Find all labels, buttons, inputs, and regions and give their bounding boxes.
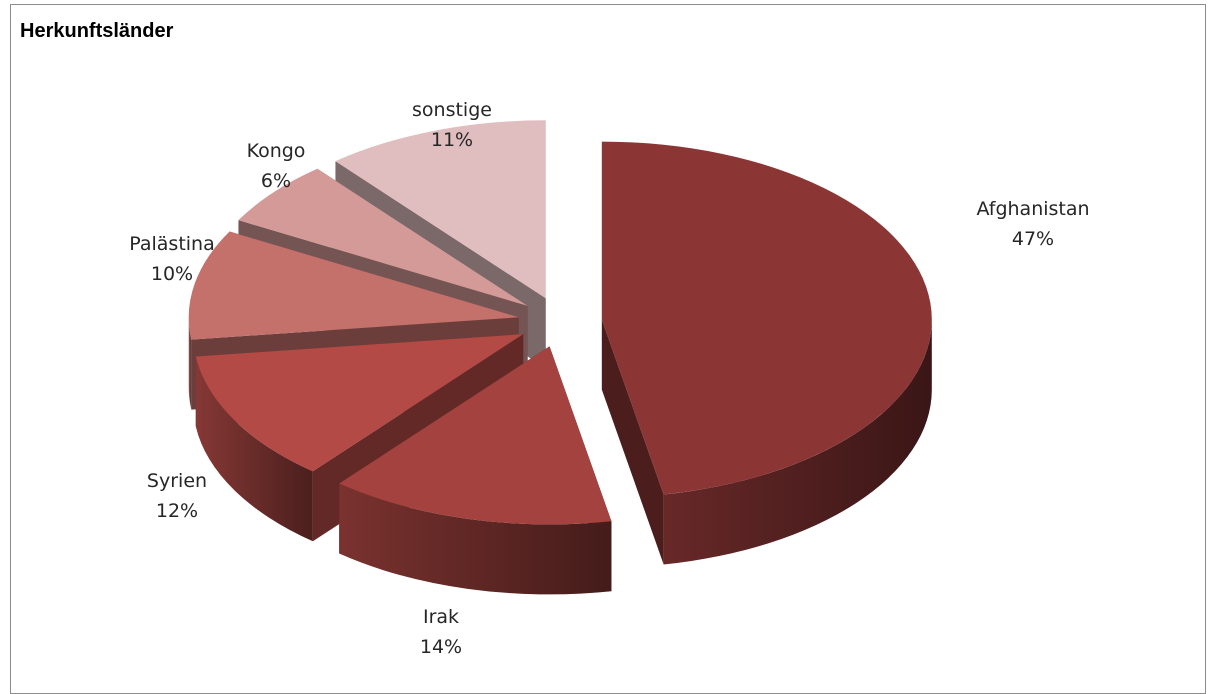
pie-slice-wall-afghanistan bbox=[601, 319, 664, 565]
pie-chart: Afghanistan 47% Irak 14% Syrien 12% Palästina 1… bbox=[129, 99, 1089, 658]
slice-sides bbox=[188, 120, 932, 595]
pie-slice-irak bbox=[339, 346, 612, 525]
chart-title: Herkunftsländer bbox=[20, 20, 174, 42]
slice-value-sonstige: 11% bbox=[431, 129, 473, 151]
slice-value-afghanistan: 47% bbox=[1012, 228, 1054, 250]
pie-slice-pal-stina bbox=[188, 231, 519, 340]
pie-slice-side-pal-stina bbox=[188, 317, 192, 410]
slice-label-pal-stina: Palästina bbox=[129, 233, 214, 255]
slice-value-pal-stina: 10% bbox=[151, 263, 193, 285]
slice-value-syrien: 12% bbox=[156, 500, 198, 522]
pie-slice-kongo bbox=[238, 168, 528, 306]
slice-label-kongo: Kongo bbox=[247, 140, 306, 162]
pie-slice-side-syrien bbox=[195, 356, 313, 542]
pie-slice-side-afghanistan bbox=[663, 319, 932, 565]
slice-value-kongo: 6% bbox=[261, 170, 291, 192]
slice-label-sonstige: sonstige bbox=[412, 99, 492, 121]
slice-label-irak: Irak bbox=[423, 606, 459, 628]
pie-slice-sonstige bbox=[335, 120, 546, 299]
slice-label-syrien: Syrien bbox=[147, 470, 207, 492]
slice-value-irak: 14% bbox=[420, 636, 462, 658]
pie-slice-afghanistan bbox=[601, 141, 932, 495]
slice-label-afghanistan: Afghanistan bbox=[976, 198, 1089, 220]
slice-labels: Afghanistan 47% Irak 14% Syrien 12% Palästina 1… bbox=[129, 99, 1089, 658]
pie-slice-syrien bbox=[195, 334, 524, 472]
pie-slice-side-irak bbox=[339, 483, 612, 595]
